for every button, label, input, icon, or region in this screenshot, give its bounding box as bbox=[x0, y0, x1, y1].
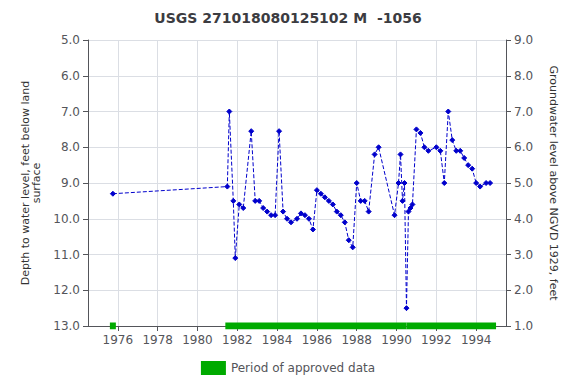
svg-text:6.0: 6.0 bbox=[514, 140, 533, 154]
svg-text:8.0: 8.0 bbox=[514, 69, 533, 83]
svg-text:9.0: 9.0 bbox=[61, 176, 80, 190]
svg-text:7.0: 7.0 bbox=[514, 105, 533, 119]
svg-text:1978: 1978 bbox=[142, 333, 173, 347]
svg-text:13.0: 13.0 bbox=[53, 319, 80, 333]
svg-text:6.0: 6.0 bbox=[61, 69, 80, 83]
svg-text:9.0: 9.0 bbox=[514, 33, 533, 47]
svg-text:surface: surface bbox=[30, 162, 43, 203]
svg-text:1982: 1982 bbox=[222, 333, 253, 347]
svg-text:5.0: 5.0 bbox=[514, 176, 533, 190]
svg-text:3.0: 3.0 bbox=[514, 248, 533, 262]
svg-text:USGS 271018080125102 M -1056: USGS 271018080125102 M -1056 bbox=[154, 10, 421, 26]
svg-text:1984: 1984 bbox=[262, 333, 293, 347]
svg-text:1994: 1994 bbox=[461, 333, 492, 347]
svg-text:7.0: 7.0 bbox=[61, 105, 80, 119]
svg-text:1988: 1988 bbox=[341, 333, 372, 347]
svg-text:11.0: 11.0 bbox=[53, 248, 80, 262]
svg-text:1.0: 1.0 bbox=[514, 319, 533, 333]
svg-text:1990: 1990 bbox=[381, 333, 412, 347]
svg-text:Depth to water level, feet bel: Depth to water level, feet below land bbox=[19, 80, 33, 286]
svg-text:Period of approved data: Period of approved data bbox=[231, 361, 375, 375]
svg-text:5.0: 5.0 bbox=[61, 33, 80, 47]
svg-text:1980: 1980 bbox=[182, 333, 213, 347]
svg-text:2.0: 2.0 bbox=[514, 283, 533, 297]
svg-text:10.0: 10.0 bbox=[53, 212, 80, 226]
svg-text:1992: 1992 bbox=[421, 333, 452, 347]
svg-text:8.0: 8.0 bbox=[61, 140, 80, 154]
svg-text:12.0: 12.0 bbox=[53, 283, 80, 297]
svg-text:4.0: 4.0 bbox=[514, 212, 533, 226]
svg-text:Groundwater level above NGVD 1: Groundwater level above NGVD 1929, feet bbox=[547, 65, 560, 301]
svg-text:1976: 1976 bbox=[103, 333, 134, 347]
svg-text:1986: 1986 bbox=[302, 333, 333, 347]
